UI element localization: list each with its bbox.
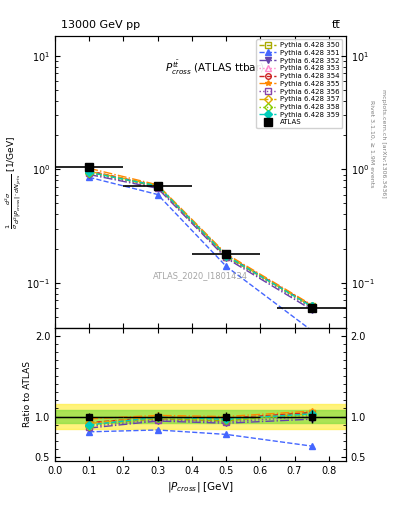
Pythia 6.428 351 (224, 263, 228, 269)
Text: Rivet 3.1.10, ≥ 1.9M events: Rivet 3.1.10, ≥ 1.9M events (369, 100, 374, 187)
Pythia 6.428 352 (87, 172, 92, 178)
Pythia 6.428 354 (87, 168, 92, 174)
Pythia 6.428 359 (309, 303, 314, 309)
Pythia 6.428 359 (87, 169, 92, 176)
Pythia 6.428 354 (309, 303, 314, 309)
Line: Pythia 6.428 358: Pythia 6.428 358 (86, 170, 314, 310)
Legend: Pythia 6.428 350, Pythia 6.428 351, Pythia 6.428 352, Pythia 6.428 353, Pythia 6: Pythia 6.428 350, Pythia 6.428 351, Pyth… (256, 39, 342, 128)
Pythia 6.428 351 (87, 174, 92, 180)
Pythia 6.428 357 (224, 252, 228, 259)
Pythia 6.428 356 (87, 170, 92, 177)
Pythia 6.428 356 (224, 254, 228, 260)
Line: Pythia 6.428 351: Pythia 6.428 351 (86, 175, 314, 333)
Pythia 6.428 352 (155, 185, 160, 191)
Pythia 6.428 358 (87, 170, 92, 176)
Pythia 6.428 358 (155, 183, 160, 189)
Line: Pythia 6.428 357: Pythia 6.428 357 (86, 168, 314, 309)
Pythia 6.428 353 (87, 169, 92, 175)
Pythia 6.428 350 (155, 184, 160, 190)
Y-axis label: Ratio to ATLAS: Ratio to ATLAS (23, 361, 32, 428)
X-axis label: $|P_{cross}|$ [GeV]: $|P_{cross}|$ [GeV] (167, 480, 234, 494)
Bar (55, 410, 346, 423)
Pythia 6.428 356 (309, 305, 314, 311)
Line: Pythia 6.428 355: Pythia 6.428 355 (86, 165, 314, 308)
Pythia 6.428 358 (309, 304, 314, 310)
Pythia 6.428 353 (309, 303, 314, 309)
Line: Pythia 6.428 359: Pythia 6.428 359 (86, 169, 314, 309)
Text: $P_{cross}^{t\bar{t}}$ (ATLAS ttbar): $P_{cross}^{t\bar{t}}$ (ATLAS ttbar) (165, 59, 265, 77)
Pythia 6.428 357 (87, 168, 92, 175)
Pythia 6.428 355 (87, 165, 92, 172)
Pythia 6.428 359 (155, 183, 160, 189)
Pythia 6.428 352 (309, 307, 314, 313)
Pythia 6.428 358 (224, 253, 228, 259)
Pythia 6.428 354 (155, 183, 160, 189)
Text: ATLAS_2020_I1801434: ATLAS_2020_I1801434 (153, 271, 248, 280)
Pythia 6.428 351 (155, 191, 160, 198)
Pythia 6.428 357 (155, 182, 160, 188)
Line: Pythia 6.428 352: Pythia 6.428 352 (86, 172, 314, 312)
Y-axis label: $\frac{1}{\sigma}\frac{d^2\sigma}{d^2|P_{cross}|\cdot dN_{jets}}$ [1/GeV]: $\frac{1}{\sigma}\frac{d^2\sigma}{d^2|P_… (3, 135, 24, 228)
Pythia 6.428 352 (224, 255, 228, 261)
Line: Pythia 6.428 350: Pythia 6.428 350 (86, 169, 314, 308)
Text: tt̅: tt̅ (331, 20, 340, 30)
Pythia 6.428 356 (155, 184, 160, 190)
Text: mcplots.cern.ch [arXiv:1306.3436]: mcplots.cern.ch [arXiv:1306.3436] (381, 89, 386, 198)
Pythia 6.428 351 (309, 328, 314, 334)
Pythia 6.428 355 (309, 302, 314, 308)
Pythia 6.428 350 (87, 169, 92, 175)
Line: Pythia 6.428 354: Pythia 6.428 354 (86, 168, 314, 308)
Pythia 6.428 359 (224, 252, 228, 259)
Pythia 6.428 350 (309, 303, 314, 309)
Line: Pythia 6.428 356: Pythia 6.428 356 (86, 170, 314, 311)
Pythia 6.428 355 (224, 251, 228, 257)
Line: Pythia 6.428 353: Pythia 6.428 353 (86, 169, 314, 309)
Pythia 6.428 353 (224, 252, 228, 259)
Pythia 6.428 357 (309, 303, 314, 309)
Bar (55, 404, 346, 429)
Pythia 6.428 353 (155, 183, 160, 189)
Pythia 6.428 350 (224, 253, 228, 260)
Text: 13000 GeV pp: 13000 GeV pp (61, 20, 140, 30)
Pythia 6.428 355 (155, 182, 160, 188)
Pythia 6.428 354 (224, 252, 228, 258)
